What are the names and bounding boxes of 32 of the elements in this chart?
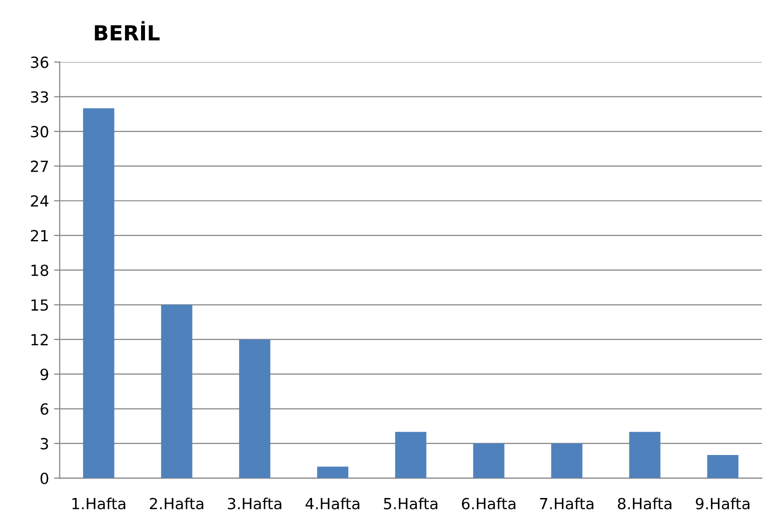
x-tick-label: 9.Hafta — [696, 498, 750, 510]
y-tick-label: 15 — [31, 299, 48, 311]
y-tick-label: 36 — [30, 56, 48, 68]
y-tick-label: 33 — [30, 91, 48, 103]
y-tick-label: 6 — [40, 403, 48, 415]
bar — [83, 108, 114, 478]
x-tick-label: 7.Hafta — [540, 498, 594, 510]
y-tick-label: 0 — [40, 472, 48, 484]
y-tick-label: 21 — [30, 230, 48, 242]
x-tick-label: 1.Hafta — [72, 498, 126, 510]
x-tick-label: 3.Hafta — [228, 498, 282, 510]
chart-title: BERİL — [94, 21, 160, 40]
x-tick-label: 4.Hafta — [306, 498, 360, 510]
bar — [317, 466, 348, 478]
bar — [161, 304, 192, 478]
y-tick-label: 12 — [31, 334, 48, 346]
y-tick-label: 9 — [40, 368, 48, 380]
bar — [473, 443, 504, 478]
x-tick-label: 5.Hafta — [384, 498, 438, 510]
y-tick-label: 30 — [30, 126, 48, 138]
y-tick-label: 3 — [40, 438, 48, 450]
y-tick-label: 27 — [30, 160, 48, 172]
y-tick-label: 18 — [31, 264, 48, 276]
bar — [551, 443, 582, 478]
y-tick-label: 24 — [30, 195, 48, 207]
bar — [629, 432, 660, 478]
bar — [239, 339, 270, 478]
x-tick-label: 6.Hafta — [462, 498, 516, 510]
bar — [707, 455, 738, 478]
bar — [395, 432, 426, 478]
x-tick-label: 8.Hafta — [618, 498, 672, 510]
x-tick-label: 2.Hafta — [150, 498, 204, 510]
